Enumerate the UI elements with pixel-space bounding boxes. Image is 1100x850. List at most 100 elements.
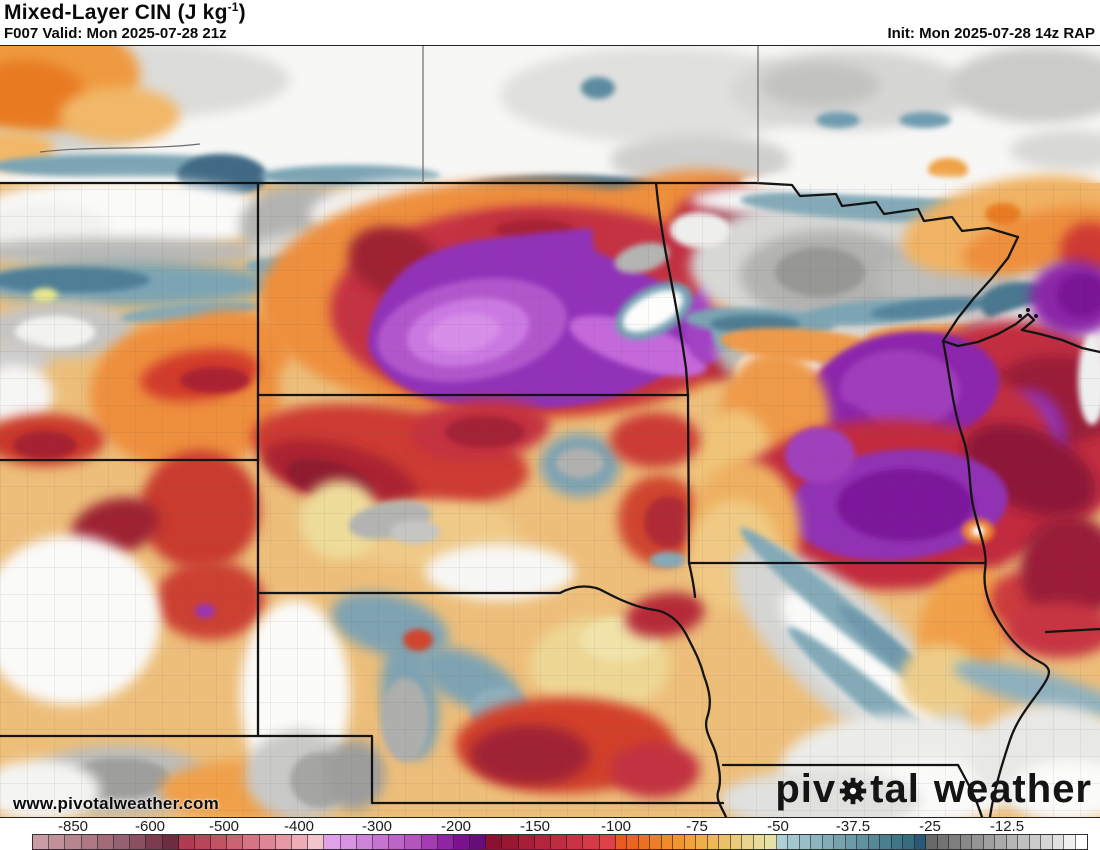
colorbar-cell xyxy=(673,835,685,849)
colorbar-tick-row: -850 -600 -500 -400 -300 -200 -150 -100 -75 -50 -3… xyxy=(0,818,1100,835)
colorbar-cell xyxy=(486,835,503,849)
colorbar-cell xyxy=(972,835,984,849)
apostle-islands xyxy=(1018,308,1038,318)
colorbar-cell xyxy=(389,835,406,849)
colorbar-cell xyxy=(211,835,228,849)
colorbar-cell xyxy=(949,835,961,849)
colorbar-cell xyxy=(340,835,357,849)
colorbar-cell xyxy=(227,835,244,849)
map-header: Mixed-Layer CIN (J kg-1) F007 Valid: Mon… xyxy=(0,0,1100,45)
colorbar-cell xyxy=(742,835,754,849)
canada-region xyxy=(0,46,1100,186)
colorbar-cell xyxy=(162,835,179,849)
border-mn-sd xyxy=(686,393,691,565)
colorbar-cell xyxy=(356,835,373,849)
colorbar-cell xyxy=(65,835,82,849)
pivotal-weather-logo: piv tal weather xyxy=(775,769,1092,809)
colorbar-cell xyxy=(753,835,766,849)
colorbar-cell xyxy=(502,835,519,849)
colorbar-cell xyxy=(719,835,731,849)
colorbar-cell xyxy=(822,835,835,849)
colorbar-cell xyxy=(113,835,131,849)
colorbar-cell xyxy=(405,835,422,849)
colorbar-cell xyxy=(453,835,471,849)
border-lake-superior-south xyxy=(941,312,1100,354)
colorbar-cell xyxy=(292,835,309,849)
logo-text-tal: tal xyxy=(870,767,920,811)
colorbar-tick-label: -37.5 xyxy=(835,818,871,835)
colorbar-cell xyxy=(926,835,938,849)
colorbar-cell xyxy=(765,835,777,849)
colorbar-cell xyxy=(661,835,674,849)
border-wi-il xyxy=(1044,627,1100,634)
map-canvas xyxy=(0,46,1100,817)
colorbar-cell xyxy=(583,835,600,849)
colorbar-cell xyxy=(1052,835,1065,849)
colorbar-cell xyxy=(437,835,454,849)
colorbar-cell xyxy=(470,835,487,849)
colorbar-cell xyxy=(1018,835,1030,849)
colorbar-cell xyxy=(684,835,697,849)
colorbar-cell xyxy=(880,835,892,849)
colorbar-cell xyxy=(903,835,915,849)
state-borders xyxy=(0,181,1100,817)
colorbar-tick-label: -50 xyxy=(767,818,789,835)
colorbar-cell xyxy=(627,835,639,849)
valid-time-label: F007 Valid: Mon 2025-07-28 21z xyxy=(4,25,227,42)
colorbar-cell xyxy=(914,835,927,849)
colorbar-cell xyxy=(845,835,858,849)
colorbar-tick-label: -600 xyxy=(134,818,166,835)
border-sd-ne-missouri-river xyxy=(256,585,728,817)
colorbar-cell xyxy=(696,835,708,849)
colorbar-cell xyxy=(1006,835,1019,849)
colorbar-cell xyxy=(308,835,325,849)
colorbar-tick-label: -25 xyxy=(919,818,941,835)
colorbar-cell xyxy=(81,835,98,849)
colorbar-cell xyxy=(891,835,904,849)
colorbar-cell xyxy=(811,835,823,849)
colorbar-cell xyxy=(49,835,66,849)
init-time-label: Init: Mon 2025-07-28 14z RAP xyxy=(887,25,1095,42)
colorbar xyxy=(31,834,1089,850)
colorbar-cell xyxy=(130,835,147,849)
colorbar-cell xyxy=(534,835,551,849)
colorbar-cell xyxy=(551,835,568,849)
colorbar-tick-label: -500 xyxy=(208,818,240,835)
colorbar-cell xyxy=(776,835,789,849)
colorbar-cell xyxy=(194,835,212,849)
page-title: Mixed-Layer CIN (J kg-1) xyxy=(4,0,246,24)
colorbar-cell xyxy=(178,835,195,849)
colorbar-cell xyxy=(33,835,50,849)
colorbar-cell xyxy=(995,835,1007,849)
colorbar-cell xyxy=(799,835,812,849)
weather-map[interactable]: www.pivotalweather.com piv tal weather xyxy=(0,45,1100,818)
colorbar-cell xyxy=(730,835,743,849)
colorbar-tick-label: -400 xyxy=(283,818,315,835)
gear-icon xyxy=(837,775,869,807)
colorbar-cell xyxy=(638,835,651,849)
colorbar-tick-label: -75 xyxy=(686,818,708,835)
colorbar-cell xyxy=(421,835,438,849)
colorbar-cell xyxy=(146,835,163,849)
colorbar-cell xyxy=(1041,835,1053,849)
border-wi-mn-ia-mississippi xyxy=(941,339,1051,817)
colorbar-cell xyxy=(707,835,720,849)
border-ia-mo xyxy=(721,763,984,817)
colorbar-cell xyxy=(259,835,276,849)
colorbar-tick-label: -100 xyxy=(600,818,632,835)
colorbar-cell xyxy=(599,835,616,849)
colorbar-tick-label: -200 xyxy=(440,818,472,835)
colorbar-cell xyxy=(567,835,584,849)
county-grid xyxy=(0,183,1100,817)
colorbar-cell xyxy=(960,835,973,849)
watermark-url: www.pivotalweather.com xyxy=(13,794,219,813)
colorbar-cell xyxy=(275,835,292,849)
colorbar-cell xyxy=(615,835,628,849)
colorbar-cell xyxy=(937,835,950,849)
logo-text-weather: weather xyxy=(933,767,1092,811)
colorbar-tick-label: -150 xyxy=(519,818,551,835)
colorbar-cell xyxy=(324,835,341,849)
colorbar-cell xyxy=(372,835,390,849)
colorbar-tick-label: -850 xyxy=(57,818,89,835)
colorbar-cell xyxy=(518,835,535,849)
